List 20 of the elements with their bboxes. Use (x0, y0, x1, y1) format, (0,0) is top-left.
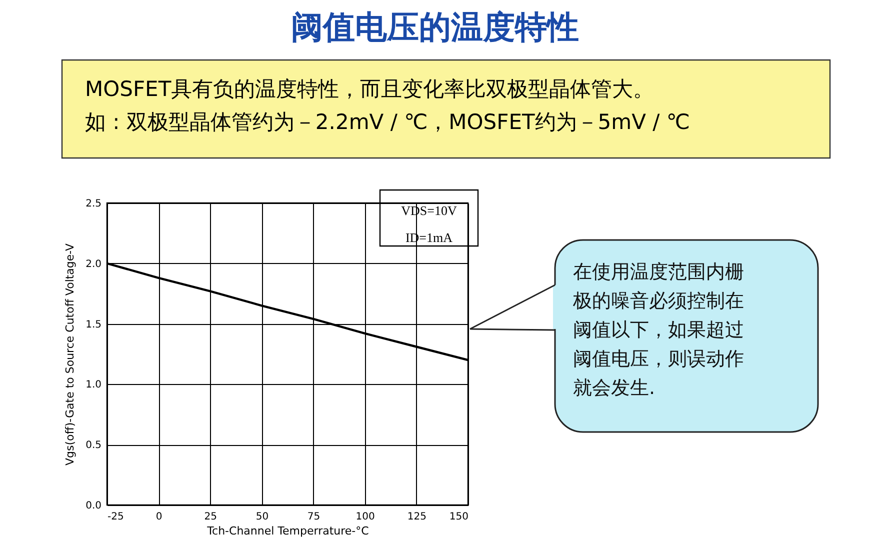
y-tick-label: 2.5 (86, 198, 102, 210)
x-tick-label: 50 (256, 512, 269, 522)
y-tick-label: 1.0 (86, 380, 102, 391)
y-tick-label: 0.0 (86, 500, 102, 512)
x-tick-label: 0 (156, 512, 162, 522)
text: 如 : 双极型晶体管约为－2.2mV / ℃，MOSFET约为－5mV / ℃ (85, 110, 690, 134)
x-tick-label: 75 (307, 512, 320, 522)
text: 在使用温度范围内栅极的噪音必须控制在阈值以下，如果超过阈值电压，则误动作就会发生. (572, 261, 744, 399)
x-tick-label: 25 (204, 512, 218, 522)
x-tick-label: 150 (449, 512, 468, 522)
text: MOSFET具有负的温度特性，而且变化率比双极型晶体管大。 (85, 77, 654, 101)
y-tick-label: 0.5 (86, 440, 102, 452)
x-tick-label: 100 (356, 512, 375, 522)
y-axis-title: Vgs(off)-Gate to Source Cutoff Voltage-V (64, 243, 77, 466)
x-tick-label: 125 (407, 512, 426, 522)
chart-title: 阈值电压的温度特性 (291, 8, 579, 46)
y-tick-label: 2.0 (86, 258, 102, 270)
x-axis-title: Tch-Channel Temperrature-°C (206, 524, 370, 538)
x-tick-label: -25 (108, 512, 124, 522)
y-tick-label: 1.5 (86, 319, 102, 330)
